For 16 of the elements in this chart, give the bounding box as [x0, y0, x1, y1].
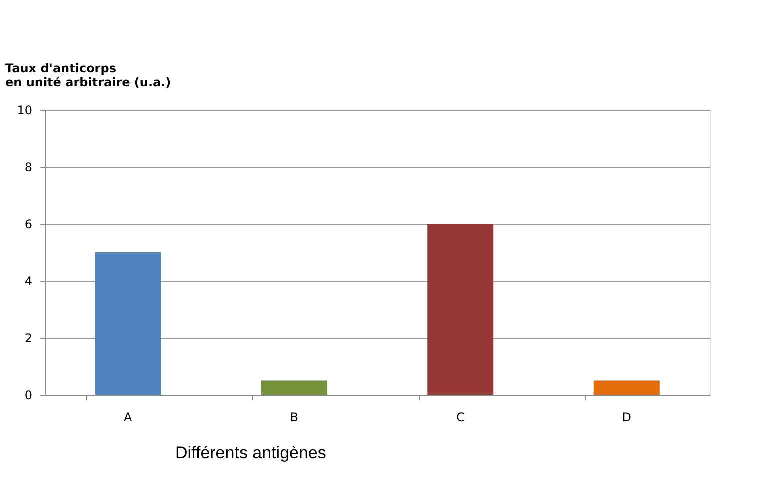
y-tick-label: 10 [17, 104, 32, 118]
x-tick-label: B [290, 410, 298, 424]
x-tick-label: D [622, 410, 632, 424]
y-tick-label: 4 [24, 274, 32, 288]
y-axis-title: Taux d'anticorps en unité arbitraire (u.a.) [6, 62, 172, 90]
bar [594, 380, 660, 395]
bar [428, 224, 494, 395]
x-tick-label: C [456, 410, 465, 424]
y-tick-label: 8 [24, 160, 32, 174]
y-tick-label: 2 [24, 332, 32, 346]
y-tick-label: 0 [24, 388, 32, 402]
x-axis-title: Différents antigènes [176, 444, 326, 462]
bar [95, 252, 162, 395]
x-tick-label: A [124, 410, 134, 424]
bar [261, 380, 328, 395]
y-tick-label: 6 [24, 218, 32, 232]
